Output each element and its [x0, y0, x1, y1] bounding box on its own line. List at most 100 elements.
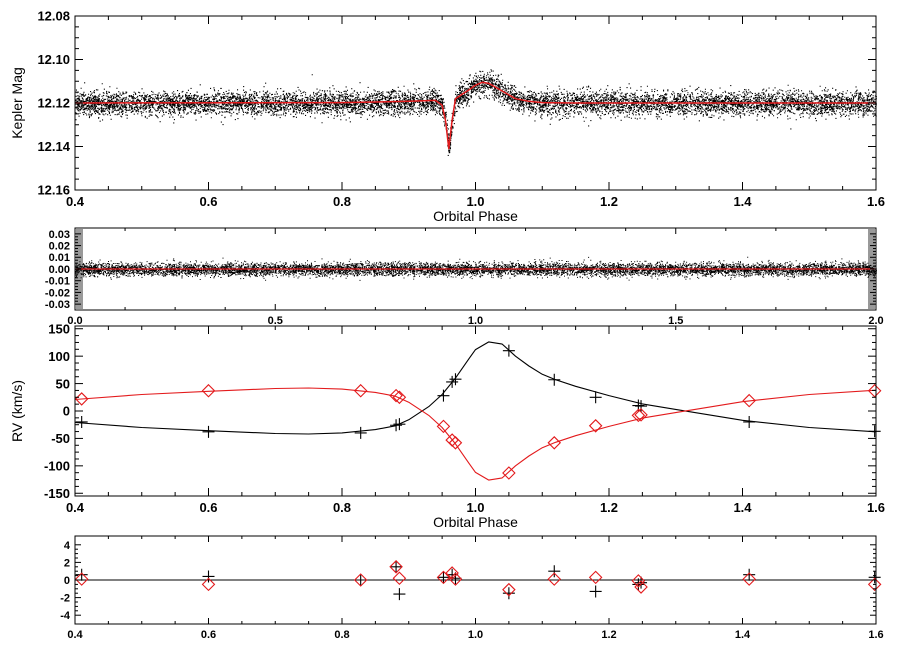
- residual-point-secondary: [353, 573, 368, 587]
- data-points: [75, 69, 877, 156]
- rv-point-primary: [548, 373, 561, 386]
- x-tick-label: 1.4: [733, 500, 752, 515]
- residual-point-secondary: [588, 570, 603, 585]
- x-tick-label: 1.6: [868, 629, 883, 641]
- residual-point-secondary: [867, 577, 882, 592]
- y-tick-label: 2: [64, 557, 70, 569]
- panel-light-curve: 0.4 0.6 0.8 1.0 1.2 1.4 1.6 12.08 12.10 12.12 12.1…: [9, 9, 885, 224]
- x-tick-label: 0.8: [333, 500, 351, 515]
- residual-point-secondary: [547, 572, 562, 586]
- model-curve: [74, 81, 876, 150]
- residual-point-secondary: [631, 574, 646, 588]
- x-tick-label: 0.4: [66, 500, 85, 515]
- y-tick-label: -0.03: [45, 299, 70, 311]
- rv-point-secondary: [392, 390, 407, 405]
- residual-point-primary: [202, 570, 215, 583]
- x-tick-label: 1.2: [600, 500, 618, 515]
- residual-point-primary: [743, 568, 756, 581]
- rv-point-primary: [202, 425, 215, 438]
- residual-point-secondary: [502, 582, 516, 597]
- x-tick-label: 1.4: [735, 629, 751, 641]
- rv-point-primary: [449, 373, 462, 386]
- rv-point-primary: [589, 391, 602, 404]
- x-tick-label: 1.0: [468, 315, 483, 327]
- rv-point-secondary: [588, 419, 603, 433]
- y-tick-label: 0.00: [49, 264, 70, 276]
- rv-point-secondary: [631, 408, 646, 423]
- residual-point-secondary: [448, 572, 463, 586]
- residual-point-secondary: [742, 572, 756, 586]
- y-tick-label: 0.01: [49, 252, 70, 264]
- x-tick-label: 0.4: [67, 629, 83, 641]
- rv-point-secondary: [201, 383, 216, 398]
- x-tick-label: 1.0: [468, 629, 483, 641]
- x-tick-label: 1.5: [668, 315, 683, 327]
- residual-point-primary: [548, 565, 561, 578]
- x-axis-title: Orbital Phase: [433, 514, 518, 530]
- rv-point-secondary: [389, 388, 403, 403]
- residual-point-secondary: [634, 580, 648, 594]
- rv-model-primary: [74, 341, 877, 435]
- rv-point-primary: [393, 418, 406, 431]
- residual-point-primary: [589, 585, 602, 598]
- y-tick-label: 12.16: [37, 183, 70, 198]
- y-tick-label: -2: [60, 593, 70, 605]
- y-tick-label: 12.08: [37, 9, 70, 24]
- x-tick-label: 1.0: [466, 194, 484, 209]
- y-tick-label: 0: [64, 575, 70, 587]
- residual-point-secondary: [436, 570, 451, 585]
- y-tick-label: -150: [44, 486, 70, 501]
- y-tick-label: 50: [56, 376, 70, 391]
- x-tick-label: 1.2: [601, 629, 616, 641]
- rv-point-primary: [437, 389, 450, 402]
- x-tick-label: 0.6: [201, 629, 216, 641]
- x-tick-label: 0.8: [334, 629, 349, 641]
- x-tick-label: 0.6: [199, 194, 217, 209]
- rv-point-secondary: [436, 419, 451, 434]
- rv-point-secondary: [448, 436, 463, 450]
- residual-point-secondary: [201, 577, 216, 592]
- x-tick-label: 1.6: [867, 194, 885, 209]
- x-tick-label: 1.2: [600, 194, 618, 209]
- x-axis-title: Orbital Phase: [433, 208, 518, 224]
- x-tick-label: 1.0: [466, 500, 484, 515]
- rv-point-primary: [446, 375, 459, 388]
- y-tick-label: 0.03: [49, 229, 70, 241]
- rv-point-secondary: [742, 393, 756, 408]
- y-tick-label: -50: [51, 431, 70, 446]
- y-tick-label: 12.12: [37, 96, 70, 111]
- residual-point-primary: [393, 588, 406, 601]
- residual-point-primary: [75, 568, 88, 581]
- y-tick-label: 4: [64, 540, 71, 552]
- residual-point-primary: [868, 571, 881, 584]
- x-tick-label: 1.4: [733, 194, 752, 209]
- x-tick-label: 1.6: [867, 500, 885, 515]
- y-tick-label: 150: [48, 321, 70, 336]
- residual-point-primary: [635, 576, 648, 589]
- y-axis-title: RV (km/s): [9, 380, 25, 442]
- y-tick-label: -0.02: [45, 287, 70, 299]
- rv-point-secondary: [502, 466, 516, 480]
- y-tick-label: 0: [63, 404, 70, 419]
- rv-point-primary: [635, 400, 648, 413]
- y-tick-label: 0.02: [49, 241, 70, 253]
- y-tick-label: -4: [60, 610, 71, 622]
- residual-point-primary: [354, 574, 367, 586]
- residual-point-secondary: [445, 566, 459, 580]
- rv-point-primary: [354, 426, 367, 439]
- residual-point-primary: [502, 587, 515, 600]
- residual-point-primary: [437, 571, 450, 584]
- residual-point-secondary: [389, 560, 403, 574]
- y-tick-label: 100: [48, 349, 70, 364]
- residual-point-primary: [390, 560, 403, 573]
- residual-point-secondary: [74, 572, 89, 586]
- rv-point-primary: [390, 419, 403, 432]
- rv-point-secondary: [547, 436, 562, 450]
- x-tick-label: 0.0: [67, 315, 82, 327]
- y-tick-label: -100: [44, 459, 70, 474]
- residual-point-secondary: [392, 571, 407, 586]
- panel-radial-velocity: 0.4 0.6 0.8 1.0 1.2 1.4 1.6 150 100 50 0 -50 -100 -15…: [9, 321, 885, 530]
- x-tick-label: 2.0: [868, 315, 883, 327]
- plot-frame: [74, 325, 877, 497]
- x-tick-label: 0.8: [333, 194, 351, 209]
